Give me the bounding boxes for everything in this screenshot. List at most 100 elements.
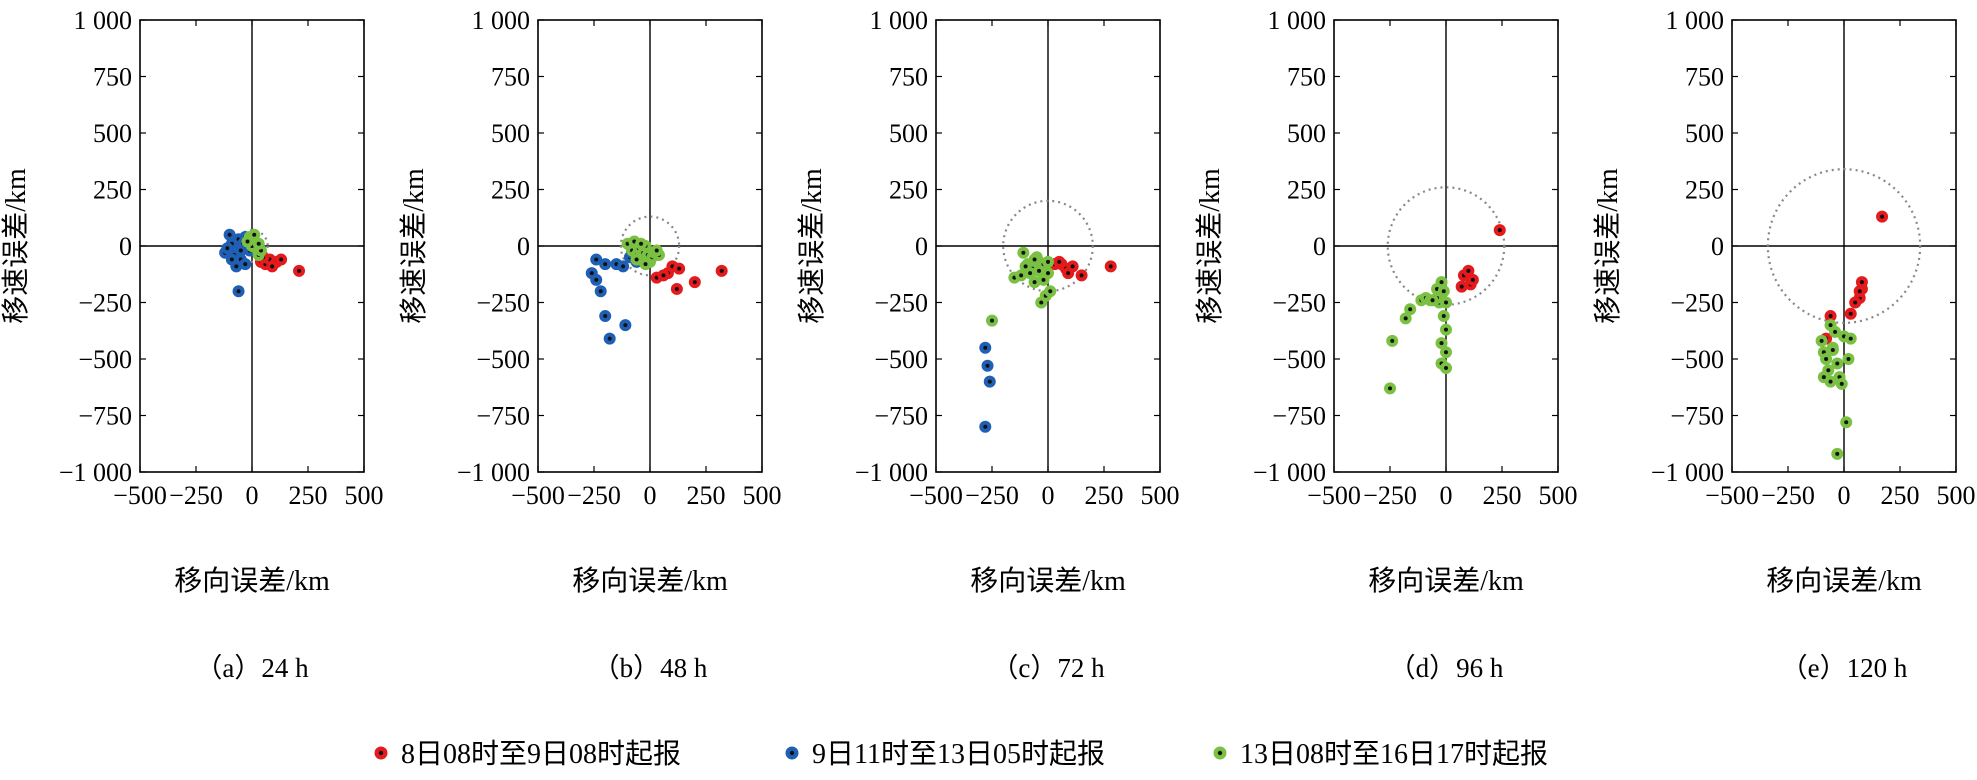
series-3 <box>1815 319 1857 460</box>
data-point-center <box>623 323 628 328</box>
data-point-center <box>1848 336 1853 341</box>
data-point-center <box>234 264 239 269</box>
y-tick-label: −1 000 <box>59 458 132 487</box>
data-point-center <box>238 248 243 253</box>
y-axis-label: 移速误差/km <box>1592 168 1624 324</box>
data-point <box>1820 353 1833 365</box>
legend-item-1: 8日08时至9日08时起报 <box>374 738 681 770</box>
x-axis-label: 移向误差/km <box>174 565 330 597</box>
data-point <box>1824 319 1837 332</box>
y-tick-label: −1 000 <box>855 458 928 487</box>
y-tick-label: −750 <box>476 402 530 431</box>
data-point-center <box>661 273 666 278</box>
data-point <box>1842 353 1855 365</box>
x-axis-label: 移向误差/km <box>1368 565 1524 597</box>
series-3 <box>986 246 1057 327</box>
x-tick-label: 500 <box>345 481 384 510</box>
data-point-center <box>603 314 608 319</box>
data-point-center <box>674 286 679 291</box>
y-tick-label: −250 <box>78 289 132 318</box>
data-point <box>619 319 632 332</box>
y-tick-label: −250 <box>874 289 928 318</box>
legend-marker-center <box>378 750 384 756</box>
data-point <box>599 310 612 323</box>
data-point-center <box>1828 323 1833 328</box>
y-tick-label: −750 <box>1670 402 1724 431</box>
legend-item-3: 13日08时至16日17时起报 <box>1213 738 1548 770</box>
data-point <box>650 244 663 257</box>
data-point <box>1817 371 1830 384</box>
x-tick-label: 500 <box>1937 481 1976 510</box>
error-radius-circle <box>1766 168 1922 324</box>
y-tick-label: 1 000 <box>1268 6 1327 35</box>
y-tick-label: 0 <box>517 232 530 261</box>
x-tick-label: 500 <box>1141 481 1180 510</box>
data-point-center <box>1441 289 1446 294</box>
y-tick-label: −500 <box>1272 345 1326 374</box>
data-point <box>1440 346 1452 359</box>
data-point-center <box>598 289 603 294</box>
data-point-center <box>1439 280 1444 285</box>
y-tick-label: −250 <box>476 289 530 318</box>
data-point <box>1440 362 1452 375</box>
series-3 <box>241 228 267 262</box>
data-point-center <box>279 257 284 262</box>
series-1 <box>1455 224 1506 293</box>
data-point-center <box>1819 338 1824 343</box>
data-point-center <box>639 241 644 246</box>
data-point <box>1104 260 1117 273</box>
y-tick-label: 750 <box>491 63 530 92</box>
data-point-center <box>1048 289 1053 294</box>
x-tick-label: 500 <box>743 481 782 510</box>
data-point-center <box>1830 347 1835 352</box>
data-point <box>225 253 238 266</box>
data-point <box>1844 307 1857 320</box>
y-tick-label: 500 <box>1685 119 1724 148</box>
data-point <box>983 375 996 388</box>
y-tick-label: 250 <box>93 176 132 205</box>
data-point <box>1044 285 1057 298</box>
data-point-center <box>1444 327 1448 332</box>
data-point <box>715 264 728 277</box>
series-1 <box>1048 255 1117 282</box>
data-point <box>1435 337 1448 350</box>
data-point-center <box>1466 268 1471 273</box>
series-2 <box>979 341 996 433</box>
data-point-center <box>1497 228 1502 233</box>
error-radius-circle <box>1002 199 1094 293</box>
data-point-center <box>589 271 594 276</box>
x-tick-label: −250 <box>1363 481 1417 510</box>
data-point <box>275 253 288 266</box>
data-point-center <box>621 264 626 269</box>
data-point <box>221 242 234 255</box>
data-point-center <box>1057 259 1062 264</box>
data-point <box>1824 310 1837 323</box>
data-point-center <box>229 257 234 262</box>
data-point <box>1066 260 1079 273</box>
x-axis-label: 移向误差/km <box>572 565 728 597</box>
data-point-center <box>1066 271 1071 276</box>
y-axis-label: 移速误差/km <box>0 168 32 324</box>
data-point <box>986 314 998 327</box>
data-point <box>979 341 992 354</box>
data-point <box>1440 296 1452 309</box>
data-point <box>1386 334 1399 347</box>
data-point <box>266 260 279 273</box>
data-point-center <box>719 268 724 273</box>
x-tick-label: 250 <box>1881 481 1920 510</box>
data-point-center <box>1444 350 1448 355</box>
data-point-center <box>692 280 697 285</box>
panel-caption: （c）72 h <box>991 653 1105 683</box>
data-point-center <box>1408 307 1413 312</box>
data-point-center <box>1390 338 1395 343</box>
data-point <box>635 237 648 250</box>
data-point <box>1831 447 1844 460</box>
y-tick-label: −1 000 <box>1253 458 1326 487</box>
data-point-center <box>243 262 248 267</box>
series-3 <box>1384 276 1452 395</box>
data-point-center <box>607 336 612 341</box>
y-tick-label: −250 <box>1272 289 1326 318</box>
